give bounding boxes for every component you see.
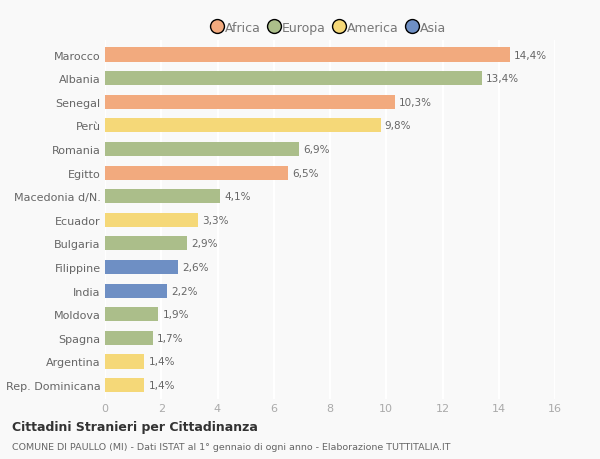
- Bar: [105, 237, 187, 251]
- Text: 1,4%: 1,4%: [149, 380, 175, 390]
- Bar: [105, 331, 153, 345]
- Text: 10,3%: 10,3%: [399, 98, 432, 107]
- Legend: Africa, Europa, America, Asia: Africa, Europa, America, Asia: [209, 17, 451, 40]
- Text: 6,5%: 6,5%: [292, 168, 319, 178]
- Text: 13,4%: 13,4%: [486, 74, 519, 84]
- Text: 1,9%: 1,9%: [163, 309, 189, 319]
- Text: 1,7%: 1,7%: [157, 333, 184, 343]
- Text: 2,2%: 2,2%: [171, 286, 197, 296]
- Bar: [105, 166, 288, 180]
- Bar: [105, 190, 220, 204]
- Bar: [105, 354, 145, 369]
- Text: Cittadini Stranieri per Cittadinanza: Cittadini Stranieri per Cittadinanza: [12, 420, 258, 433]
- Text: 9,8%: 9,8%: [385, 121, 412, 131]
- Bar: [105, 213, 198, 227]
- Text: 6,9%: 6,9%: [303, 145, 330, 155]
- Text: 4,1%: 4,1%: [224, 192, 251, 202]
- Bar: [105, 284, 167, 298]
- Bar: [105, 378, 145, 392]
- Bar: [105, 72, 482, 86]
- Text: 2,9%: 2,9%: [191, 239, 217, 249]
- Bar: [105, 308, 158, 322]
- Text: 14,4%: 14,4%: [514, 50, 547, 61]
- Text: 3,3%: 3,3%: [202, 215, 229, 225]
- Text: COMUNE DI PAULLO (MI) - Dati ISTAT al 1° gennaio di ogni anno - Elaborazione TUT: COMUNE DI PAULLO (MI) - Dati ISTAT al 1°…: [12, 442, 451, 451]
- Text: 1,4%: 1,4%: [149, 357, 175, 367]
- Bar: [105, 95, 395, 110]
- Bar: [105, 119, 380, 133]
- Bar: [105, 143, 299, 157]
- Bar: [105, 48, 510, 62]
- Text: 2,6%: 2,6%: [182, 263, 209, 273]
- Bar: [105, 260, 178, 274]
